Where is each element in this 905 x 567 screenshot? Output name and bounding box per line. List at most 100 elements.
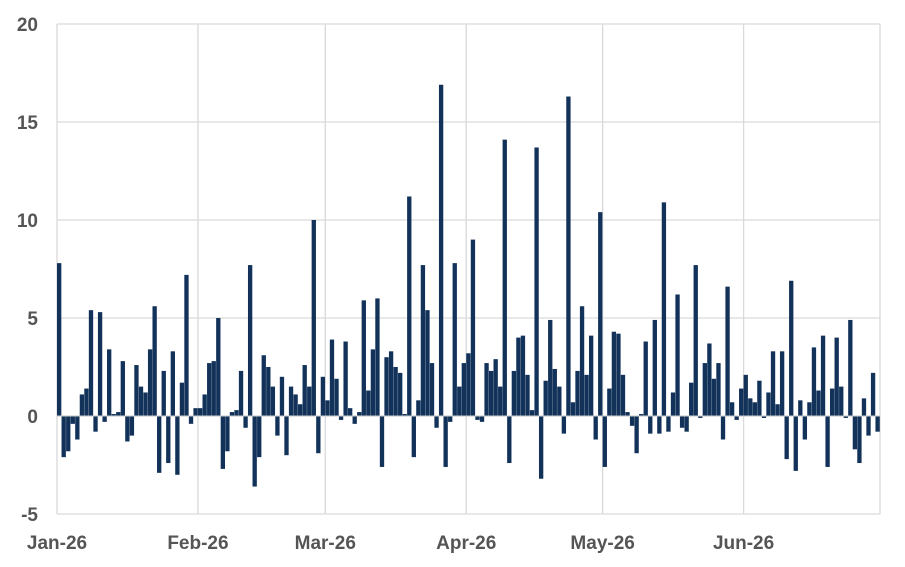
bar [197,408,203,416]
bar [334,378,339,416]
bar [147,349,153,416]
bar [516,337,521,416]
bar [348,408,353,416]
bar [338,416,344,420]
y-tick-label: 15 [17,113,39,134]
bar [829,388,835,416]
bar [693,265,698,416]
bar [243,416,248,428]
bar [316,416,321,454]
bar-series [57,84,880,487]
bar [611,331,617,416]
x-tick-label: May-26 [570,533,634,554]
bar [461,363,466,416]
bar [398,372,403,416]
bar [498,386,503,416]
bar [366,390,371,416]
bar [875,416,880,432]
bar [384,357,389,416]
bar [275,416,280,436]
bar [511,370,517,416]
bar [57,263,62,416]
bar [261,355,266,416]
bar [816,390,821,416]
bar [216,318,221,416]
bar [820,335,826,416]
bar [134,365,139,416]
bar [207,363,212,416]
bar [470,239,476,416]
y-tick-label: -5 [21,505,38,526]
x-tick-label: Feb-26 [167,533,228,554]
bar [188,416,194,424]
bar [529,410,535,416]
bar [161,370,166,416]
bar [152,306,157,416]
bar [579,306,585,416]
bar [789,280,794,416]
bar [639,414,644,416]
bar [770,351,776,416]
y-tick-label: 5 [27,309,38,330]
bar [388,351,394,416]
bar [743,374,748,416]
x-tick-label: Jun-26 [713,533,774,554]
y-tick-label: 20 [17,15,38,36]
bar [343,341,348,416]
bar [602,416,607,467]
bar [288,386,294,416]
bar [484,363,489,416]
bar [270,386,276,416]
bar [711,378,717,416]
bar [679,416,685,428]
bar [588,335,594,416]
bar [452,263,457,416]
bar [170,351,175,416]
bar [766,392,771,416]
bar [702,363,707,416]
bar [798,400,803,416]
bar [311,220,316,416]
bar [70,416,75,424]
bar [593,416,598,440]
bar [757,380,762,416]
y-tick-label: 10 [17,211,38,232]
bar [575,370,580,416]
bar [857,416,862,464]
bar [443,416,448,467]
bar [416,400,421,416]
bar [716,363,721,416]
bar [802,416,808,440]
bar [66,416,71,452]
bar [707,343,712,416]
bar [179,382,185,416]
bar [561,416,567,434]
x-axis-labels: Jan-26 Feb-26 Mar-26 Apr-26 May-26 Jun-26 [27,533,774,554]
bar [320,376,326,416]
bar [552,368,557,416]
bar [229,412,235,416]
bar [620,374,626,416]
bar [266,367,271,416]
bar [438,84,444,416]
bar [670,392,676,416]
bar [648,416,653,434]
bar [379,416,385,467]
bar [684,416,689,432]
bar [425,310,430,416]
bar [870,372,876,416]
bar [225,416,230,452]
bar [293,394,298,416]
y-axis-labels: -5 0 5 10 15 20 [17,15,39,526]
bar [97,312,103,416]
bar [538,416,544,479]
bar [616,333,621,416]
bar [466,353,471,416]
bar [102,416,107,422]
bar [166,416,171,464]
bar [488,370,494,416]
bar [520,335,526,416]
bar [88,310,94,416]
bar [352,416,357,424]
bar [689,382,694,416]
